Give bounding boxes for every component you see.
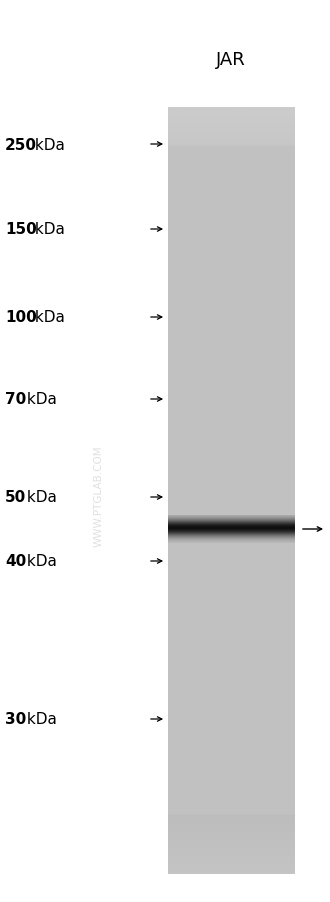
Text: 40: 40	[5, 554, 26, 569]
Text: kDa: kDa	[30, 222, 65, 237]
Text: 30: 30	[5, 712, 26, 727]
Text: kDa: kDa	[22, 392, 57, 407]
Text: WWW.PTGLAB.COM: WWW.PTGLAB.COM	[94, 446, 104, 547]
Text: kDa: kDa	[22, 490, 57, 505]
Text: 150: 150	[5, 222, 37, 237]
Text: kDa: kDa	[22, 712, 57, 727]
Text: kDa: kDa	[22, 554, 57, 569]
Text: kDa: kDa	[30, 310, 65, 325]
Text: JAR: JAR	[216, 51, 246, 69]
Text: 250: 250	[5, 137, 37, 152]
Text: 50: 50	[5, 490, 26, 505]
Text: kDa: kDa	[30, 137, 65, 152]
Text: 70: 70	[5, 392, 26, 407]
Text: 100: 100	[5, 310, 37, 325]
